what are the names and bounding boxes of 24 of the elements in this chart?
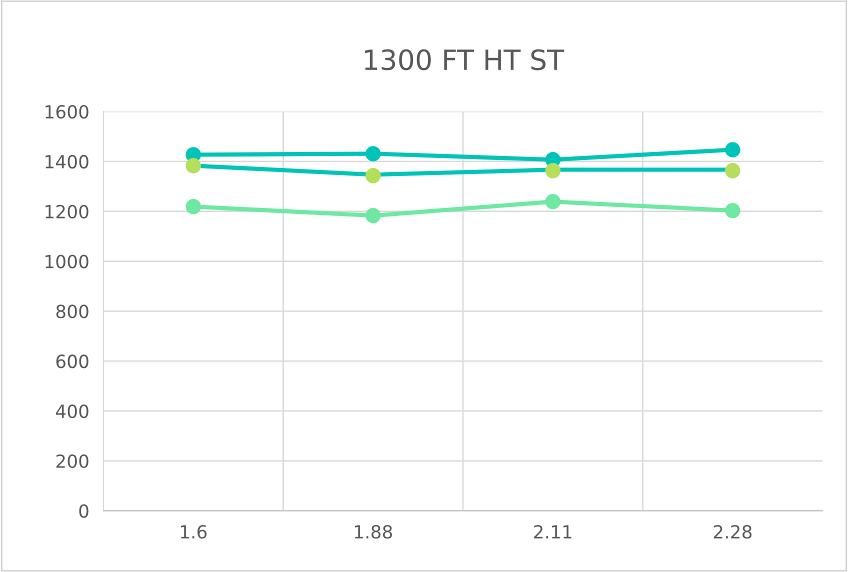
x-tick-label: 2.28	[714, 525, 752, 539]
y-tick-label: 1000	[46, 254, 88, 268]
point	[365, 168, 381, 184]
x-tick-label: 1.6	[180, 525, 207, 539]
x-tick-label: 1.88	[355, 525, 392, 539]
y-tick-label: 800	[56, 304, 88, 318]
point	[545, 163, 561, 178]
point	[365, 146, 381, 162]
y-tick-label: 0	[79, 504, 88, 518]
point	[186, 198, 201, 214]
point	[545, 194, 561, 210]
point	[365, 208, 381, 224]
point	[186, 158, 201, 174]
y-tick-label: 1400	[46, 154, 88, 169]
point	[725, 142, 740, 158]
point	[725, 163, 740, 178]
point	[725, 202, 740, 218]
chart-title: 1300 FT HT ST	[365, 49, 564, 70]
y-tick-label: 400	[56, 404, 88, 418]
y-tick-label: 600	[56, 354, 88, 368]
y-tick-label: 1200	[46, 204, 88, 218]
y-tick-label: 200	[56, 454, 88, 468]
x-tick-label: 2.11	[534, 525, 572, 538]
y-tick-label: 1600	[46, 105, 88, 119]
